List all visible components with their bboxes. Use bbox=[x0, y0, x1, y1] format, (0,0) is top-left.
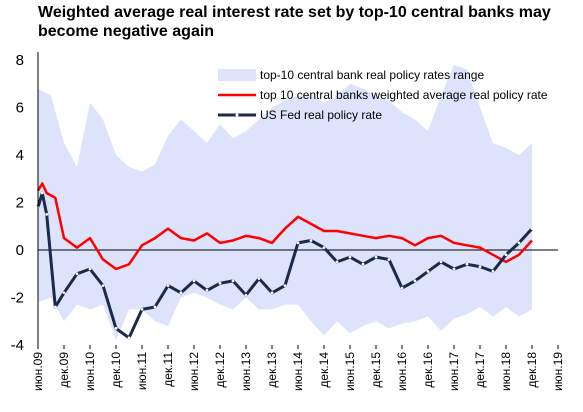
x-tick-label: июн.16 bbox=[395, 352, 409, 391]
x-tick-label: июн.15 bbox=[343, 352, 357, 391]
data-point bbox=[478, 265, 482, 269]
data-point bbox=[309, 239, 313, 242]
data-point bbox=[465, 262, 469, 266]
y-tick-label: 4 bbox=[16, 147, 24, 164]
y-tick-label: 8 bbox=[16, 52, 24, 69]
x-tick-label: дек.11 bbox=[161, 352, 175, 387]
data-point bbox=[75, 272, 79, 276]
series-range-area bbox=[38, 64, 532, 341]
data-point bbox=[114, 326, 118, 330]
x-tick-label: дек.18 bbox=[525, 352, 539, 388]
series-line-1 bbox=[36, 182, 533, 271]
data-point bbox=[179, 291, 183, 295]
x-tick-label: июн.19 bbox=[551, 352, 565, 391]
x-tick-label: июн.13 bbox=[239, 352, 253, 391]
data-point bbox=[426, 269, 430, 273]
data-point bbox=[387, 258, 391, 261]
data-point bbox=[361, 262, 365, 266]
data-point bbox=[101, 284, 105, 288]
x-tick-label: дек.17 bbox=[473, 352, 487, 388]
x-tick-label: июн.12 bbox=[187, 352, 201, 391]
y-tick-label: -4 bbox=[11, 337, 24, 354]
x-tick-label: дек.12 bbox=[213, 352, 227, 388]
x-tick-label: дек.16 bbox=[421, 352, 435, 388]
data-point bbox=[400, 286, 404, 290]
x-tick-label: дек.13 bbox=[265, 352, 279, 388]
data-point bbox=[53, 305, 57, 309]
x-tick-label: июн.18 bbox=[499, 352, 513, 391]
data-point bbox=[88, 267, 92, 271]
x-tick-label: июн.11 bbox=[135, 352, 149, 390]
plot-area bbox=[36, 64, 558, 341]
data-point bbox=[452, 267, 456, 271]
legend: top-10 central bank real policy rates ra… bbox=[218, 68, 548, 122]
data-point bbox=[283, 284, 287, 288]
data-point bbox=[530, 227, 534, 231]
y-tick-label: 6 bbox=[16, 100, 24, 117]
data-point bbox=[45, 212, 49, 216]
data-point bbox=[348, 255, 352, 259]
data-point bbox=[205, 288, 209, 292]
x-tick-label: июн.14 bbox=[291, 352, 305, 391]
data-point bbox=[153, 305, 157, 309]
data-point bbox=[140, 307, 144, 311]
data-point bbox=[322, 246, 326, 250]
data-point bbox=[374, 255, 378, 259]
legend-label: US Fed real policy rate bbox=[260, 108, 382, 122]
legend-label: top-10 central bank real policy rates ra… bbox=[260, 68, 484, 82]
data-point bbox=[491, 269, 495, 273]
legend-marker bbox=[235, 113, 239, 117]
x-tick-label: июн.10 bbox=[83, 352, 97, 391]
x-tick-label: дек.14 bbox=[317, 352, 331, 388]
x-tick-label: дек.10 bbox=[109, 352, 123, 388]
data-point bbox=[62, 291, 66, 295]
x-tick-label: июн.09 bbox=[31, 352, 45, 391]
legend-label: top 10 central banks weighted average re… bbox=[260, 88, 548, 102]
data-point bbox=[166, 284, 170, 288]
data-point bbox=[517, 241, 521, 245]
legend-swatch-range bbox=[218, 69, 256, 81]
chart-title: Weighted average real interest rate set … bbox=[38, 4, 551, 40]
x-tick-label: дек.09 bbox=[57, 352, 71, 388]
y-tick-label: 2 bbox=[16, 195, 24, 212]
data-point bbox=[40, 191, 44, 195]
x-tick-label: июн.17 bbox=[447, 352, 461, 391]
data-point bbox=[413, 279, 417, 283]
x-axis: июн.09 дек.09 июн.10 дек.10 июн.11 дек.11 июн.… bbox=[31, 345, 565, 391]
data-point bbox=[192, 279, 196, 283]
data-point bbox=[270, 291, 274, 295]
x-tick-label: дек.15 bbox=[369, 352, 383, 388]
data-point bbox=[296, 241, 300, 245]
data-point bbox=[439, 260, 443, 264]
data-point bbox=[257, 277, 261, 280]
data-point bbox=[504, 253, 508, 257]
data-point bbox=[335, 260, 339, 264]
y-axis: -4 -2 0 2 4 6 8 bbox=[11, 52, 39, 354]
y-tick-label: 0 bbox=[16, 242, 24, 259]
data-point bbox=[231, 279, 235, 283]
data-point bbox=[127, 336, 131, 340]
data-point bbox=[244, 293, 248, 297]
data-point bbox=[218, 281, 222, 285]
y-tick-label: -2 bbox=[11, 290, 24, 307]
